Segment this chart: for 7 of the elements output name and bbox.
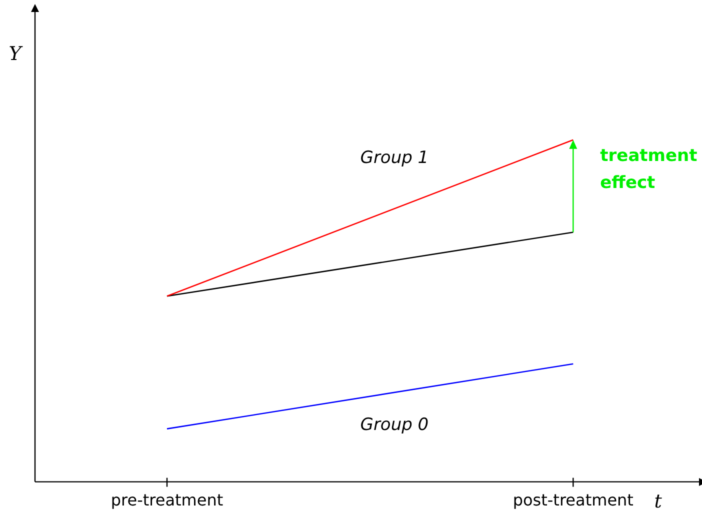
x-tick-label: pre-treatment xyxy=(110,490,224,510)
series-label: Group 0 xyxy=(360,414,429,435)
x-axis-title: t xyxy=(654,490,662,513)
x-tick-label: post-treatment xyxy=(512,490,634,510)
series-label: Group 1 xyxy=(360,148,429,168)
annotation: treatment effect xyxy=(600,146,698,194)
y-axis-title: Y xyxy=(8,42,24,65)
